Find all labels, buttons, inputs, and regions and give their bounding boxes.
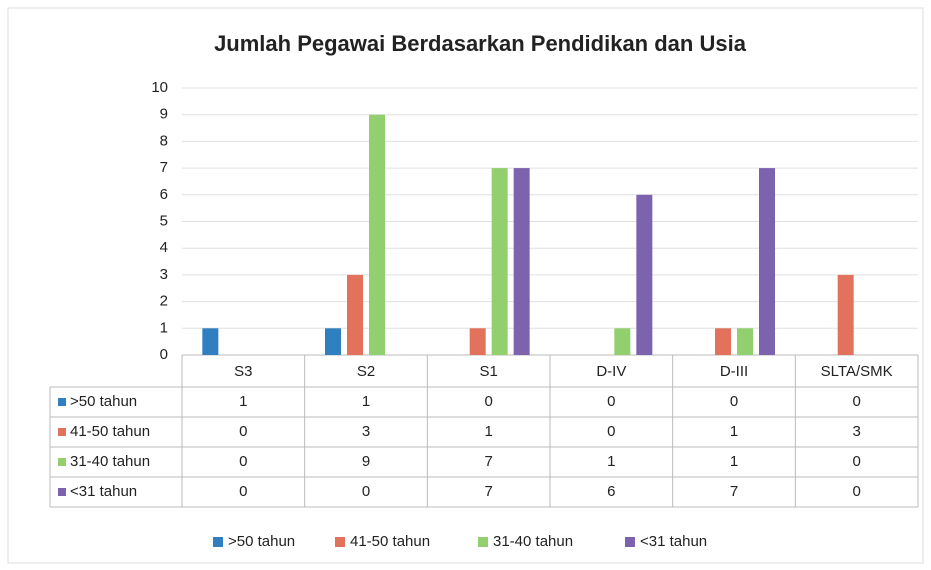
table-row-label: 41-50 tahun <box>70 423 150 440</box>
bar <box>347 274 363 355</box>
y-tick-label: 2 <box>160 293 168 310</box>
table-cell: 0 <box>852 393 860 410</box>
y-tick-label: 10 <box>151 79 168 96</box>
table-cell: 0 <box>362 483 370 500</box>
legend-key <box>335 537 345 547</box>
chart-title: Jumlah Pegawai Berdasarkan Pendidikan da… <box>214 31 747 56</box>
table-cell: 9 <box>362 453 370 470</box>
y-tick-label: 6 <box>160 186 168 203</box>
bar <box>614 328 631 355</box>
bar <box>491 168 508 355</box>
table-cell: 3 <box>852 423 860 440</box>
table-cell: 1 <box>607 453 615 470</box>
bar <box>759 168 775 355</box>
bar <box>202 328 219 355</box>
y-tick-label: 7 <box>160 159 168 176</box>
x-tick-label: D-III <box>720 363 748 380</box>
table-cell: 7 <box>730 483 738 500</box>
table-cell: 0 <box>730 393 738 410</box>
table-cell: 7 <box>484 483 492 500</box>
y-tick-label: 3 <box>160 266 168 283</box>
bar <box>737 328 753 355</box>
table-row-label: 31-40 tahun <box>70 453 150 470</box>
bar <box>325 328 341 355</box>
table-cell: 3 <box>362 423 370 440</box>
bar <box>369 114 385 355</box>
table-cell: 6 <box>607 483 615 500</box>
table-cell: 1 <box>730 423 738 440</box>
legend-label: 31-40 tahun <box>493 533 573 550</box>
y-tick-label: 1 <box>160 319 168 336</box>
x-tick-label: S2 <box>357 363 375 380</box>
legend-key <box>625 537 635 547</box>
x-tick-label: SLTA/SMK <box>821 363 893 380</box>
table-cell: 0 <box>852 453 860 470</box>
table-row-label: <31 tahun <box>70 483 137 500</box>
x-tick-label: S1 <box>479 363 497 380</box>
table-legend-key <box>58 458 66 466</box>
legend-key <box>478 537 488 547</box>
table-cell: 0 <box>852 483 860 500</box>
table-cell: 0 <box>607 423 615 440</box>
y-tick-label: 0 <box>160 346 168 363</box>
x-tick-label: S3 <box>234 363 252 380</box>
chart-frame <box>7 7 924 564</box>
y-tick-label: 8 <box>160 132 168 149</box>
table-legend-key <box>58 488 66 496</box>
bar <box>469 328 486 355</box>
legend-label: 41-50 tahun <box>350 533 430 550</box>
table-cell: 0 <box>239 483 247 500</box>
table-cell: 1 <box>239 393 247 410</box>
table-cell: 0 <box>239 453 247 470</box>
bar <box>513 168 530 355</box>
bar <box>715 328 731 355</box>
table-cell: 7 <box>484 453 492 470</box>
table-legend-key <box>58 398 66 406</box>
table-row-label: >50 tahun <box>70 393 137 410</box>
y-tick-label: 9 <box>160 106 168 123</box>
legend-label: >50 tahun <box>228 533 295 550</box>
table-cell: 1 <box>730 453 738 470</box>
x-tick-label: D-IV <box>596 363 626 380</box>
table-cell: 1 <box>484 423 492 440</box>
table-cell: 0 <box>239 423 247 440</box>
table-cell: 0 <box>607 393 615 410</box>
table-cell: 1 <box>362 393 370 410</box>
bar <box>837 274 854 355</box>
bar <box>636 194 653 355</box>
table-cell: 0 <box>484 393 492 410</box>
legend-key <box>213 537 223 547</box>
table-legend-key <box>58 428 66 436</box>
y-tick-label: 5 <box>160 212 168 229</box>
y-tick-label: 4 <box>160 239 168 256</box>
legend-label: <31 tahun <box>640 533 707 550</box>
